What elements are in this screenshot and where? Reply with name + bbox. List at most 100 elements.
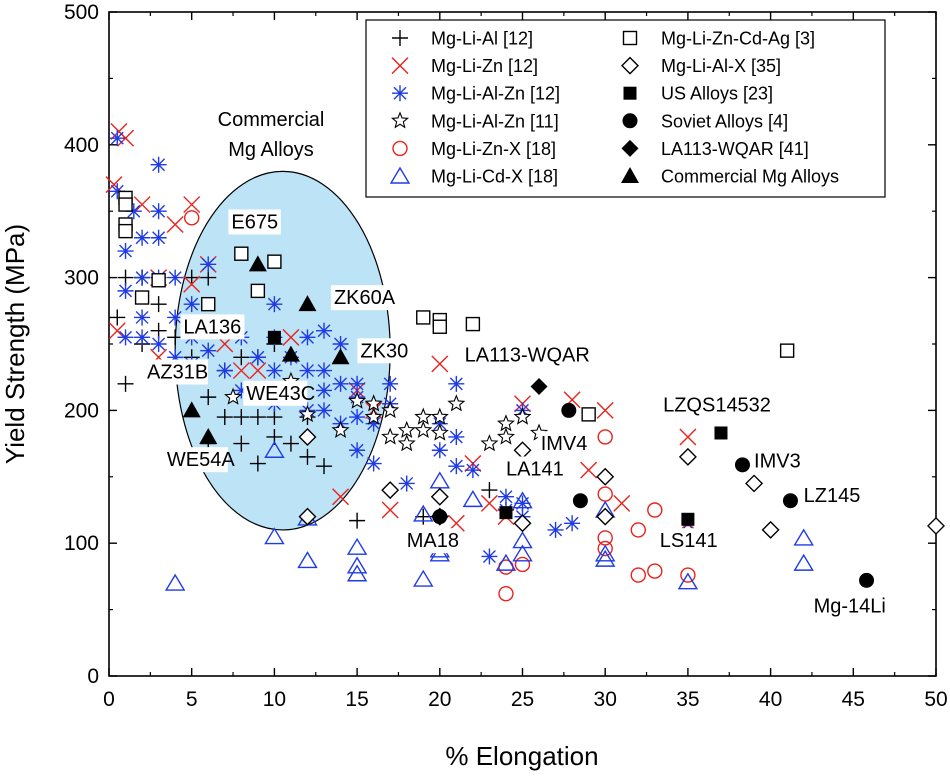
data-point-diamond-open: [927, 516, 945, 535]
data-point-x: [282, 328, 300, 346]
data-point-plus: [349, 512, 366, 529]
data-point-triangle-open: [297, 551, 318, 569]
legend-marker-diamond-filled: [621, 139, 639, 157]
data-point-asterisk: [332, 336, 349, 352]
data-point-diamond-open: [761, 520, 780, 539]
legend-item: Mg-Li-Zn-X [18]: [392, 139, 556, 159]
data-point-x: [133, 196, 151, 214]
data-point-star: [364, 407, 383, 425]
data-point-triangle-open: [495, 553, 517, 571]
legend-label: Mg-Li-Cd-X [18]: [431, 167, 558, 187]
legend: Mg-Li-Al [12] Mg-Li-Zn [12] Mg-Li-Al-Zn [1…: [365, 19, 886, 198]
data-point-triangle-filled: [331, 348, 350, 365]
point-annotation: WE54A: [163, 447, 235, 473]
data-point-asterisk: [547, 521, 564, 538]
point-annotation: IMV4: [537, 431, 591, 457]
data-point-star: [513, 407, 532, 425]
data-point-star: [364, 394, 383, 412]
data-point-circle-open: [514, 556, 531, 573]
data-point-plus: [150, 296, 167, 313]
annotation-bg: [357, 338, 410, 364]
data-point-square-open: [267, 254, 282, 269]
data-point-asterisk: [349, 442, 366, 459]
annotation-bg: [800, 483, 865, 509]
data-point-circle-open: [647, 502, 663, 518]
legend-label: Mg-Li-Al [12]: [431, 29, 533, 49]
annotation-bg: [656, 528, 721, 554]
legend-label: Mg-Li-Al-X [35]: [661, 56, 781, 76]
point-annotation: AZ31B: [144, 359, 208, 385]
data-point-triangle-open: [429, 544, 451, 562]
data-point-plus: [282, 435, 299, 452]
data-point-star: [331, 420, 350, 438]
data-point-asterisk: [125, 203, 142, 220]
data-point-circle-open: [597, 429, 613, 445]
data-point-triangle-open: [594, 549, 616, 567]
data-point-diamond-open: [513, 441, 532, 460]
commercial-region-layer: Commercial Mg Alloys: [174, 109, 391, 531]
data-point-triangle-open: [346, 564, 368, 582]
data-point-asterisk: [332, 375, 349, 392]
annotation-label: LS141: [660, 530, 718, 552]
data-point-circle-filled: [561, 402, 577, 418]
region-label-line2: Mg Alloys: [228, 139, 314, 161]
x-tick-label: 15: [345, 688, 368, 711]
data-point-asterisk: [365, 455, 382, 472]
data-point-asterisk: [117, 282, 134, 299]
data-point-asterisk: [431, 442, 448, 459]
data-point-x: [183, 275, 201, 293]
data-point-triangle-open: [264, 440, 285, 458]
data-point-star: [414, 420, 433, 438]
data-point-star: [397, 420, 416, 438]
data-point-triangle-open: [346, 556, 368, 574]
legend-marker-diamond-open: [621, 56, 639, 75]
annotation-bg: [330, 285, 395, 311]
data-point-square-open: [432, 319, 447, 334]
data-point-triangle-open: [164, 573, 186, 591]
region-label-line1: Commercial: [218, 109, 325, 131]
data-point-x: [679, 428, 697, 446]
data-point-circle-filled: [432, 509, 448, 525]
data-point-x: [166, 215, 184, 233]
data-point-plus: [183, 269, 200, 286]
legend-label: LA113-WQAR [41]: [661, 139, 809, 159]
data-point-asterisk: [564, 515, 581, 532]
data-point-asterisk: [117, 329, 134, 346]
data-point-asterisk: [266, 362, 283, 379]
x-tick-label: 0: [103, 688, 115, 711]
annotation-bg: [163, 447, 228, 473]
x-tick-label: 20: [428, 688, 451, 711]
x-tick-label: 45: [842, 688, 865, 711]
data-point-circle-open: [647, 563, 663, 579]
point-annotation: ZK30: [357, 338, 410, 364]
point-annotation: WE43C: [243, 380, 315, 406]
data-point-asterisk: [481, 548, 498, 565]
data-point-triangle-filled: [281, 345, 300, 362]
point-annotation: ZK60A: [330, 285, 396, 311]
data-point-x: [580, 461, 598, 479]
data-point-x: [431, 355, 449, 373]
data-point-asterisk: [150, 203, 167, 220]
data-point-asterisk: [200, 256, 217, 273]
data-point-x: [108, 322, 126, 340]
data-point-asterisk: [316, 322, 333, 339]
data-point-asterisk: [200, 342, 217, 359]
data-point-asterisk: [349, 409, 366, 426]
data-point-circle-filled: [572, 493, 588, 509]
legend-marker-circle-open: [392, 140, 408, 157]
y-axis-title: Yield Strength (MPa): [0, 224, 30, 464]
data-point-plus: [249, 409, 266, 426]
data-point-circle-open: [498, 585, 514, 602]
data-point-circle-open: [183, 210, 200, 226]
point-annotation: LA141: [502, 456, 567, 482]
data-point-star: [430, 423, 449, 441]
point-annotation: Mg-14Li: [810, 593, 898, 619]
annotation-label: ZK30: [360, 340, 408, 362]
data-point-triangle-open: [793, 528, 814, 546]
data-point-x: [117, 129, 135, 147]
legend-marker-square-filled: [623, 86, 637, 100]
data-point-asterisk: [109, 183, 126, 200]
x-tick-label: 5: [186, 688, 198, 711]
annotation-bg: [403, 528, 457, 554]
data-point-asterisk: [316, 382, 333, 399]
